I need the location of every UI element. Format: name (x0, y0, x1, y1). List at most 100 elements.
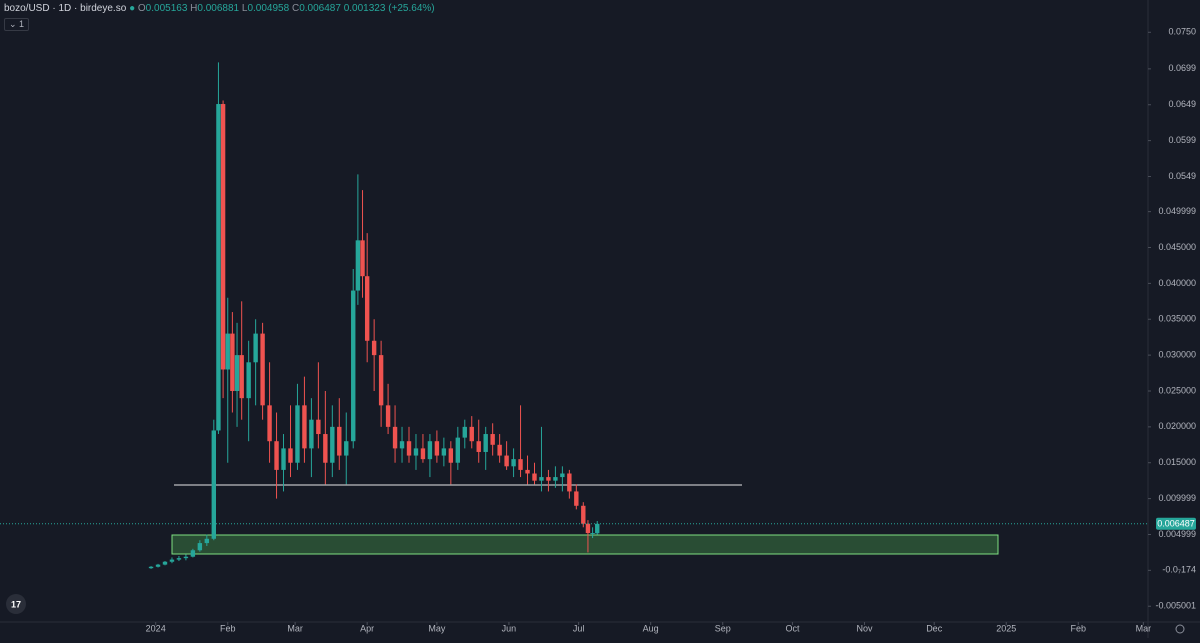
y-tick-label: 0.045000 (1158, 242, 1196, 252)
candle-body (590, 533, 595, 535)
candle-body (595, 523, 600, 534)
last-price-label: 0.006487 (1157, 519, 1195, 529)
candle-body (525, 469, 530, 474)
candle-body (476, 441, 481, 452)
ohlc-key: L (241, 3, 248, 14)
candle-body (441, 448, 447, 456)
y-tick-label: -0.005001 (1155, 601, 1196, 611)
candle-body (220, 104, 226, 370)
candle-body (504, 455, 509, 467)
y-tick-label: -0.0₇174 (1162, 565, 1196, 575)
settings-icon[interactable] (1175, 624, 1185, 634)
ohlc-value: 0.004958 (247, 3, 290, 14)
x-tick-label: Apr (360, 623, 374, 633)
y-tick-label: 0.0599 (1168, 135, 1196, 145)
candle-body (288, 448, 293, 463)
candle-body (316, 419, 321, 435)
candle-body (392, 426, 398, 449)
y-tick-label: 0.040000 (1158, 278, 1196, 288)
candle-body (274, 441, 279, 470)
x-tick-label: Mar (1136, 623, 1152, 633)
candle-body (253, 333, 258, 363)
candle-body (302, 405, 307, 449)
candle-body (378, 355, 384, 406)
change: 0.001323 (+25.64%) (343, 3, 435, 14)
candle-body (360, 240, 365, 277)
candle-body (434, 441, 440, 456)
candle-body (355, 240, 361, 291)
candle-body (518, 459, 523, 470)
last-price-tag (1156, 517, 1196, 530)
candle-body (204, 538, 210, 544)
candle-body (155, 564, 161, 567)
candle-body (371, 340, 377, 356)
svg-text:17: 17 (11, 599, 21, 609)
candle-body (413, 448, 419, 456)
candle-body (230, 333, 235, 391)
x-tick-label: Sep (715, 623, 731, 633)
candle-body (455, 437, 461, 463)
candle-body (351, 290, 356, 442)
ohlc-key: O (137, 3, 146, 14)
candle-body (539, 477, 544, 481)
candle-body (490, 434, 495, 445)
y-tick-label: 0.015000 (1158, 457, 1196, 467)
y-tick-label: 0.020000 (1158, 421, 1196, 431)
symbol: bozo/USD · 1D · birdeye.so (4, 3, 127, 14)
candle-body (337, 426, 342, 456)
candle-body (309, 419, 314, 449)
candle-body (330, 426, 335, 463)
candle-body (448, 448, 454, 463)
candle-body (344, 441, 349, 456)
candle-body (295, 405, 300, 463)
x-tick-label: Jul (573, 623, 585, 633)
y-tick-label: 0.0549 (1168, 171, 1196, 181)
y-tick-label: 0.030000 (1158, 349, 1196, 359)
candle-body (246, 362, 251, 399)
support-zone (171, 534, 999, 555)
candle-body (162, 561, 168, 565)
candle-body (560, 473, 565, 478)
candle-body (511, 459, 516, 467)
candle-body (399, 441, 405, 449)
candle-body (225, 333, 230, 370)
candle-body (546, 477, 551, 481)
x-tick-label: 2025 (996, 623, 1016, 633)
candle-body (427, 441, 433, 460)
candle-body (532, 473, 537, 481)
candle-body (385, 405, 391, 427)
candle-body (281, 448, 286, 470)
ohlc-key: C (291, 3, 300, 14)
interval-toggle[interactable]: ⌄ 1 (4, 18, 30, 31)
candle-body (211, 430, 216, 539)
candle-body (148, 566, 154, 569)
candle-body (574, 491, 579, 506)
candle-body (169, 559, 175, 562)
candle-body (553, 477, 558, 481)
x-tick-label: Mar (287, 623, 303, 633)
y-tick-label: 0.049999 (1158, 206, 1196, 216)
x-tick-label: Feb (220, 623, 236, 633)
y-tick-label: 0.0649 (1168, 99, 1196, 109)
y-tick-label: 0.0750 (1168, 27, 1196, 37)
x-tick-label: May (428, 623, 446, 633)
tv-logo: 17 (6, 594, 26, 614)
candle-body (585, 523, 591, 534)
candle-body (567, 473, 572, 492)
candle-body (190, 550, 196, 557)
interval: 1 (19, 19, 25, 29)
candle-body (323, 434, 328, 463)
y-tick-label: 0.009999 (1158, 493, 1196, 503)
x-tick-label: Aug (643, 623, 659, 633)
x-tick-label: Jun (502, 623, 517, 633)
candle-body (239, 355, 244, 399)
candle-body (197, 543, 203, 551)
candle-body (216, 104, 221, 431)
candle-body (183, 556, 189, 559)
candle-body (420, 448, 426, 460)
candle-body (497, 444, 502, 456)
candle-body (364, 276, 370, 341)
ohlc-value: 0.006881 (197, 3, 240, 14)
